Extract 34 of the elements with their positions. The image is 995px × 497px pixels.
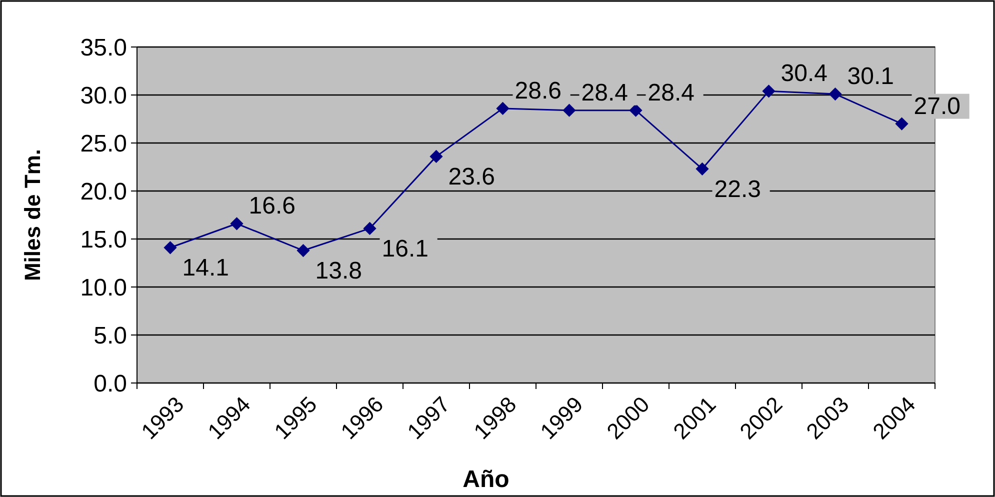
y-tick-label: 5.0 (94, 322, 127, 350)
data-label: 28.6 (514, 77, 562, 104)
y-tick-label: 25.0 (80, 130, 127, 158)
point (164, 241, 177, 254)
data-label: 22.3 (714, 176, 761, 203)
y-axis-title: Miles de Tm. (20, 148, 45, 282)
point (496, 102, 510, 116)
point (230, 217, 244, 230)
data-label: 23.6 (448, 163, 495, 190)
x-axis-title: Año (462, 466, 510, 493)
y-tick-label: 15.0 (80, 226, 127, 254)
data-label: 30.1 (847, 63, 894, 90)
y-tick-label: 10.0 (80, 274, 127, 302)
point (895, 117, 908, 130)
point (762, 84, 776, 98)
point (696, 162, 709, 176)
point (296, 244, 310, 258)
data-label: 13.8 (315, 258, 362, 285)
point (629, 104, 642, 117)
point (828, 87, 842, 101)
data-label: 30.4 (780, 60, 828, 88)
data-label: 27.0 (914, 92, 960, 120)
point (363, 222, 376, 236)
y-tick-label: 0.0 (94, 370, 127, 398)
y-tick-label: 30.0 (80, 82, 127, 110)
point (430, 150, 443, 164)
y-tick-label: 20.0 (80, 178, 127, 206)
data-label: 16.1 (382, 235, 428, 262)
data-label: 16.6 (248, 192, 296, 220)
data-label: 28.4 (581, 79, 628, 106)
point (562, 104, 576, 117)
y-tick-label: 35.0 (80, 34, 127, 62)
data-label: 28.4 (648, 79, 694, 106)
data-label: 14.1 (182, 254, 229, 282)
